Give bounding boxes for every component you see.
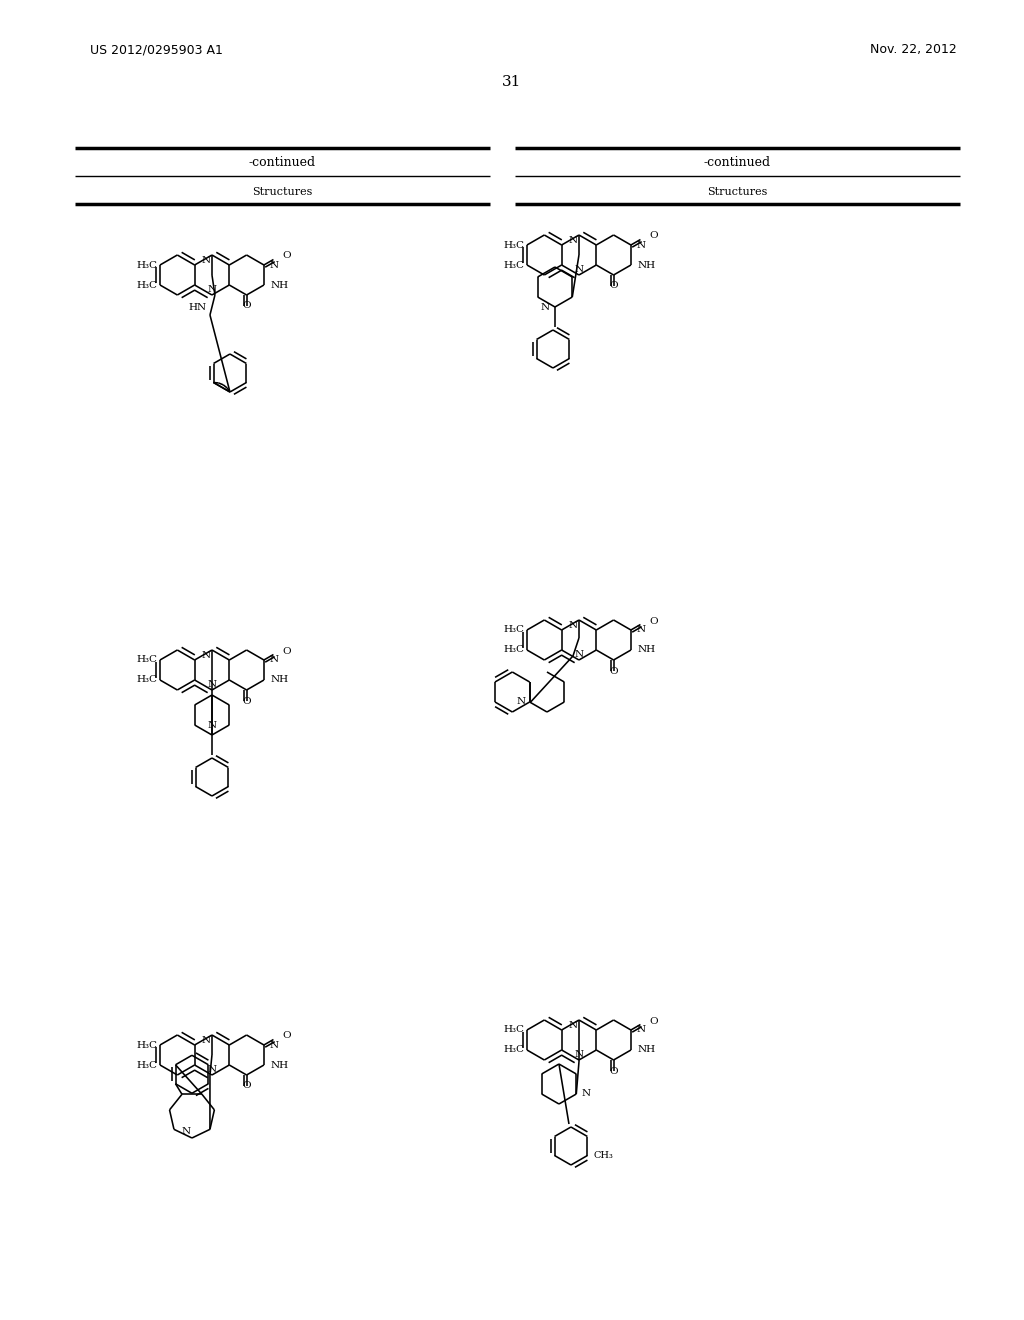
Text: Nov. 22, 2012: Nov. 22, 2012 [870, 44, 956, 57]
Text: H₃C: H₃C [503, 260, 524, 269]
Text: N: N [637, 240, 646, 249]
Text: N: N [569, 1020, 578, 1030]
Text: Structures: Structures [708, 187, 768, 197]
Text: O: O [609, 281, 617, 290]
Text: H₃C: H₃C [136, 1040, 157, 1049]
Text: N: N [202, 651, 211, 660]
Text: O: O [243, 1081, 251, 1090]
Text: N: N [637, 1026, 646, 1035]
Text: N: N [637, 626, 646, 635]
Text: NH: NH [271, 1060, 289, 1069]
Text: N: N [582, 1089, 591, 1098]
Text: N: N [574, 1049, 584, 1059]
Text: N: N [569, 236, 578, 246]
Text: H₃C: H₃C [503, 645, 524, 655]
Text: O: O [243, 697, 251, 705]
Text: NH: NH [271, 281, 289, 289]
Text: H₃C: H₃C [136, 1060, 157, 1069]
Text: NH: NH [638, 1045, 656, 1055]
Text: H₃C: H₃C [136, 676, 157, 685]
Text: O: O [283, 252, 291, 260]
Text: H₃C: H₃C [136, 260, 157, 269]
Text: CH₃: CH₃ [594, 1151, 613, 1160]
Text: N: N [516, 697, 525, 706]
Text: NH: NH [638, 645, 656, 655]
Text: H₃C: H₃C [136, 281, 157, 289]
Text: O: O [609, 1067, 617, 1076]
Text: NH: NH [271, 676, 289, 685]
Text: O: O [649, 1016, 657, 1026]
Text: N: N [270, 1040, 280, 1049]
Text: N: N [202, 1036, 211, 1045]
Text: N: N [574, 649, 584, 659]
Text: US 2012/0295903 A1: US 2012/0295903 A1 [90, 44, 223, 57]
Text: O: O [243, 301, 251, 310]
Text: N: N [182, 1127, 190, 1137]
Text: H₃C: H₃C [503, 1045, 524, 1055]
Text: O: O [283, 1031, 291, 1040]
Text: N: N [569, 620, 578, 630]
Text: O: O [283, 647, 291, 656]
Text: NH: NH [638, 260, 656, 269]
Text: O: O [649, 616, 657, 626]
Text: H₃C: H₃C [503, 626, 524, 635]
Text: N: N [270, 260, 280, 269]
Text: H₃C: H₃C [503, 240, 524, 249]
Text: N: N [208, 680, 216, 689]
Text: O: O [609, 667, 617, 676]
Text: N: N [574, 265, 584, 275]
Text: O: O [649, 231, 657, 240]
Text: -continued: -continued [249, 157, 316, 169]
Text: Structures: Structures [252, 187, 312, 197]
Text: N: N [541, 302, 550, 312]
Text: 31: 31 [503, 75, 521, 88]
Text: N: N [270, 656, 280, 664]
Text: H₃C: H₃C [503, 1026, 524, 1035]
Text: -continued: -continued [703, 157, 771, 169]
Text: HN: HN [188, 302, 207, 312]
Text: N: N [208, 721, 216, 730]
Text: N: N [208, 1065, 216, 1074]
Text: N: N [202, 256, 211, 265]
Text: H₃C: H₃C [136, 656, 157, 664]
Text: N: N [208, 285, 216, 294]
